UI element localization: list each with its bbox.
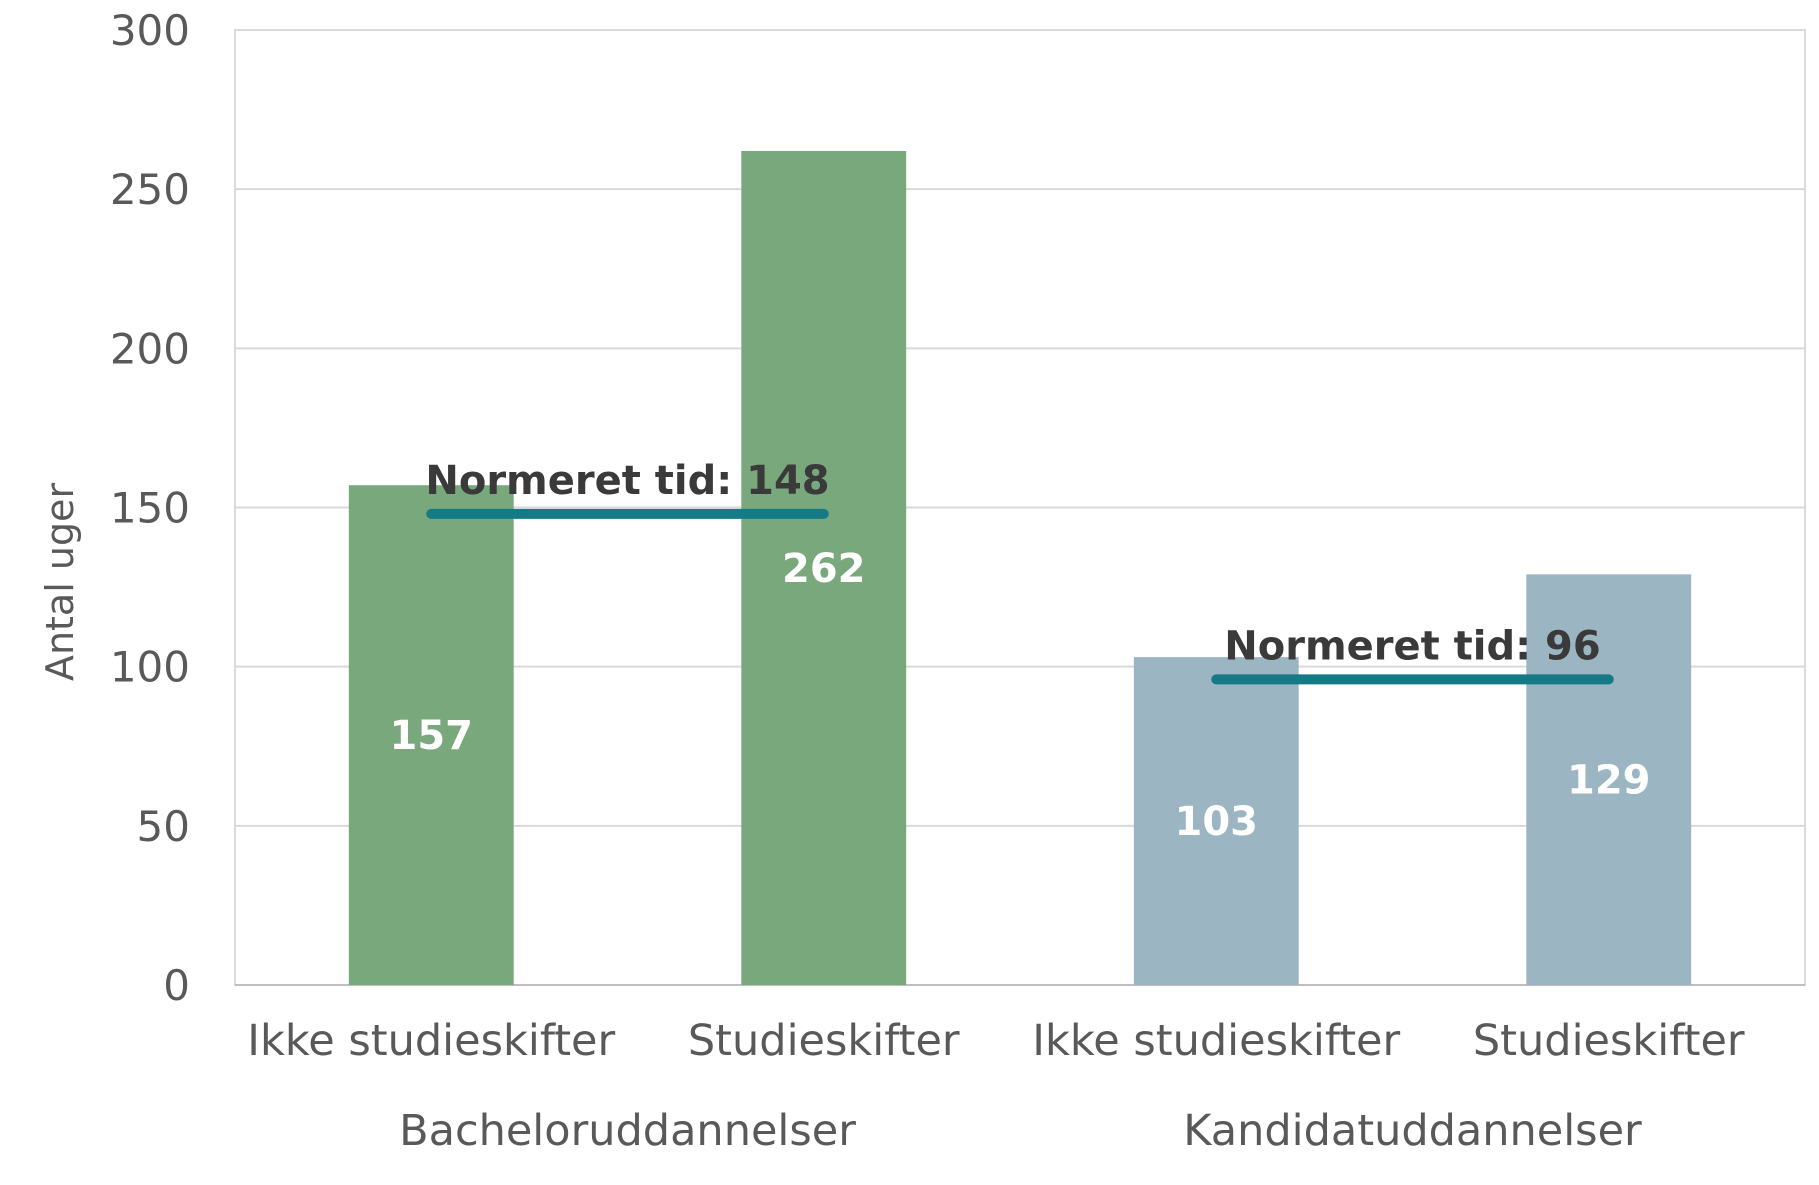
bar-value-label: 157 (390, 713, 474, 759)
labels: 157 Ikke studieskifter 262 Studieskifter Bac… (247, 458, 1745, 1156)
x-category-label: Studieskifter (688, 1016, 960, 1066)
y-tick-label: 300 (110, 6, 190, 55)
bar-value-label: 129 (1567, 758, 1651, 804)
bar (1133, 657, 1299, 985)
x-group-label: Kandidatuddannelser (1183, 1106, 1642, 1156)
bar (741, 150, 907, 985)
x-category-label: Studieskifter (1473, 1016, 1745, 1066)
y-axis-ticks: 0 50 100 150 200 250 300 (110, 6, 190, 1010)
y-tick-label: 200 (110, 324, 190, 373)
bar-value-label: 262 (782, 546, 866, 592)
y-tick-label: 0 (163, 961, 190, 1010)
norm-label: Normeret tid: 96 (1224, 623, 1600, 669)
bars (348, 150, 1692, 985)
norm-lines (426, 508, 1614, 685)
bar (348, 485, 514, 985)
x-category-label: Ikke studieskifter (247, 1016, 615, 1066)
bar-value-label: 103 (1175, 799, 1259, 845)
bar (1526, 574, 1692, 985)
y-axis-title: Antal uger (38, 483, 82, 681)
y-tick-label: 100 (110, 643, 190, 692)
x-category-label: Ikke studieskifter (1032, 1016, 1400, 1066)
y-tick-label: 50 (137, 802, 190, 851)
y-tick-label: 250 (110, 165, 190, 214)
x-group-label: Bacheloruddannelser (399, 1106, 856, 1156)
norm-label: Normeret tid: 148 (425, 458, 829, 504)
y-tick-label: 150 (110, 484, 190, 533)
